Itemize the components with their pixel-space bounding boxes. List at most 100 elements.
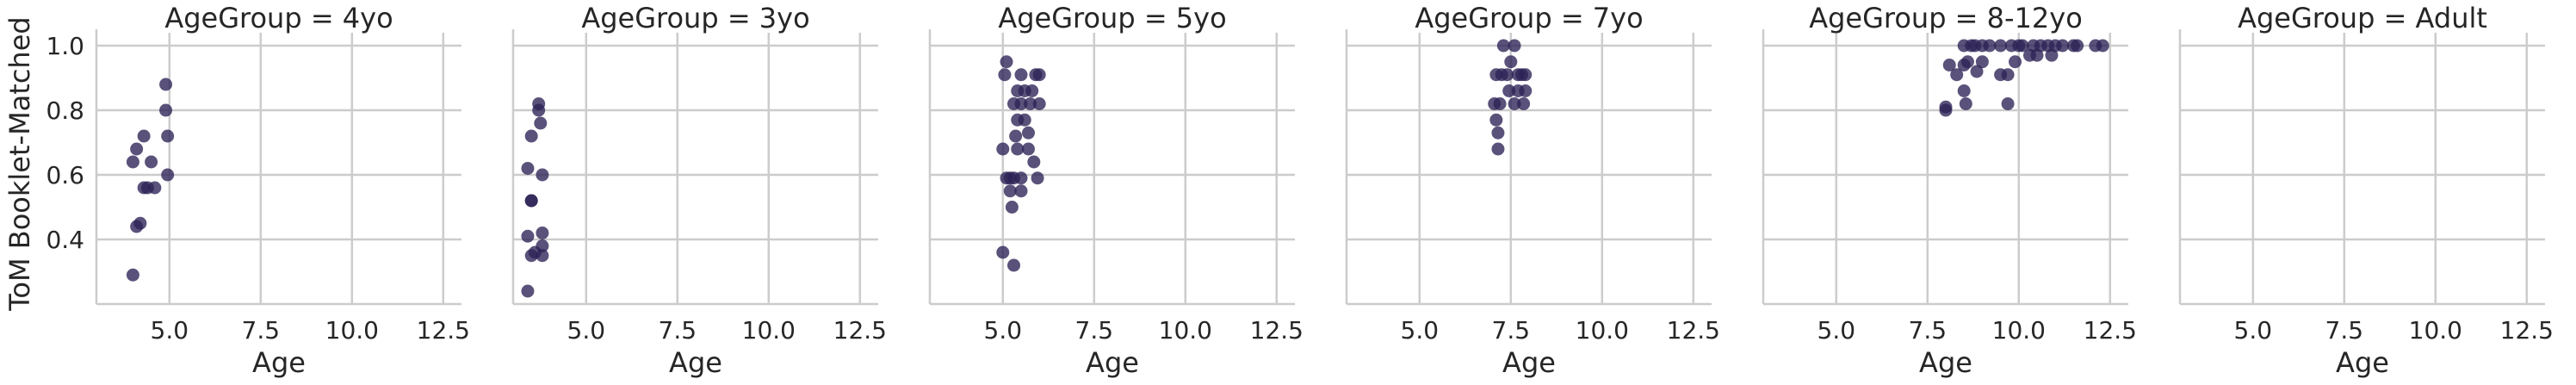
data-point	[2030, 48, 2044, 62]
x-tick-label: 7.5	[659, 316, 697, 345]
x-tick-label: 7.5	[1909, 316, 1947, 345]
data-point	[1014, 171, 1028, 185]
data-point	[1942, 59, 1956, 71]
data-point	[161, 129, 175, 143]
x-tick-label: 12.5	[1250, 316, 1303, 345]
data-point	[1018, 113, 1031, 127]
data-point	[1005, 201, 1019, 214]
panel-title: AgeGroup = 5yo	[998, 2, 1226, 34]
data-point	[2056, 39, 2070, 53]
data-point	[2016, 39, 2029, 53]
data-point	[1014, 68, 1028, 82]
data-point	[2001, 97, 2015, 110]
data-point	[1519, 68, 1533, 82]
data-point	[1975, 55, 1989, 69]
data-point	[1959, 97, 1972, 110]
x-tick-label: 7.5	[1492, 316, 1531, 345]
data-point	[133, 216, 147, 230]
x-axis-label: Age	[2336, 346, 2389, 379]
data-point	[137, 129, 151, 143]
x-tick-label: 7.5	[2325, 316, 2364, 345]
data-point	[1950, 68, 1964, 82]
x-axis-label: Age	[669, 346, 722, 379]
panel-4: 5.0 7.5 10.0 12.5 AgeGroup = 7yo Age	[1345, 2, 1720, 379]
x-tick-label: 10.0	[742, 316, 796, 345]
data-point	[1000, 55, 1013, 69]
panels-container: 5.0 7.5 10.0 12.5 0.4 0.6 0.8 1.0 AgeGroup = 4yo…	[46, 2, 2554, 379]
data-point	[1504, 55, 1518, 69]
data-point	[145, 155, 158, 169]
x-tick-label: 5.0	[1817, 316, 1856, 345]
data-point	[521, 229, 535, 243]
x-tick-label: 7.5	[1075, 316, 1114, 345]
data-point	[2001, 68, 2015, 82]
y-axis-label: ToM Booklet-Matched	[3, 16, 36, 311]
data-point	[1003, 184, 1017, 198]
x-tick-label: 10.0	[325, 316, 379, 345]
panel-title: AgeGroup = Adult	[2238, 2, 2487, 34]
data-point	[536, 239, 549, 252]
data-point	[524, 129, 538, 143]
data-point	[996, 245, 1010, 259]
data-point	[1025, 84, 1039, 97]
data-point	[1491, 142, 1505, 156]
y-tick-label: 0.8	[46, 96, 84, 125]
x-tick-label: 5.0	[1401, 316, 1440, 345]
data-point	[1970, 65, 1984, 78]
panel-title: AgeGroup = 7yo	[1415, 2, 1643, 34]
data-point	[1007, 258, 1021, 272]
data-point	[524, 194, 538, 208]
x-tick-label: 7.5	[242, 316, 281, 345]
data-point	[1021, 126, 1035, 140]
x-tick-label: 12.5	[833, 316, 887, 345]
data-point	[159, 103, 173, 117]
panel-5: 5.0 7.5 10.0 12.5 AgeGroup = 8-12yo Age	[1762, 2, 2137, 379]
x-tick-label: 10.0	[1576, 316, 1629, 345]
data-point	[998, 68, 1012, 82]
data-point	[1491, 126, 1505, 140]
x-tick-label: 12.5	[417, 316, 470, 345]
data-point	[2096, 39, 2109, 53]
data-point	[1027, 155, 1041, 169]
data-point	[2045, 48, 2059, 62]
data-point	[130, 142, 144, 156]
panel-3: 5.0 7.5 10.0 12.5 AgeGroup = 5yo Age	[928, 2, 1303, 379]
data-point	[1024, 97, 1037, 110]
data-point	[1032, 97, 1046, 110]
x-axis-label: Age	[252, 346, 306, 379]
x-tick-label: 5.0	[2234, 316, 2273, 345]
data-point	[536, 227, 549, 239]
y-tick-label: 1.0	[46, 32, 84, 60]
x-tick-label: 5.0	[151, 316, 189, 345]
x-axis-label: Age	[1086, 346, 1139, 379]
data-point	[126, 155, 139, 169]
x-tick-label: 5.0	[567, 316, 606, 345]
data-point	[1014, 184, 1028, 198]
x-tick-label: 10.0	[1159, 316, 1212, 345]
x-tick-label: 12.5	[2084, 316, 2137, 345]
data-point	[126, 268, 139, 282]
data-point	[1960, 55, 1974, 69]
panel-title: AgeGroup = 3yo	[581, 2, 809, 34]
data-point	[1489, 113, 1503, 127]
x-tick-label: 10.0	[2409, 316, 2462, 345]
data-point	[1957, 84, 1971, 97]
data-point	[1501, 68, 1514, 82]
panel-2: 5.0 7.5 10.0 12.5 AgeGroup = 3yo Age	[511, 2, 887, 379]
panel-title: AgeGroup = 4yo	[164, 2, 393, 34]
data-point	[532, 103, 546, 117]
data-point	[536, 249, 549, 263]
data-point	[521, 284, 535, 298]
data-point	[521, 162, 535, 175]
data-point	[159, 78, 173, 91]
y-tick-label: 0.6	[46, 161, 84, 189]
data-point	[1496, 39, 1510, 53]
data-point	[1032, 68, 1046, 82]
data-point	[148, 181, 162, 195]
x-tick-label: 12.5	[2500, 316, 2554, 345]
data-point	[1031, 171, 1044, 185]
panel-1: 5.0 7.5 10.0 12.5 0.4 0.6 0.8 1.0 AgeGroup = 4yo…	[46, 2, 470, 379]
data-point	[1939, 100, 1953, 114]
data-point	[534, 116, 548, 130]
